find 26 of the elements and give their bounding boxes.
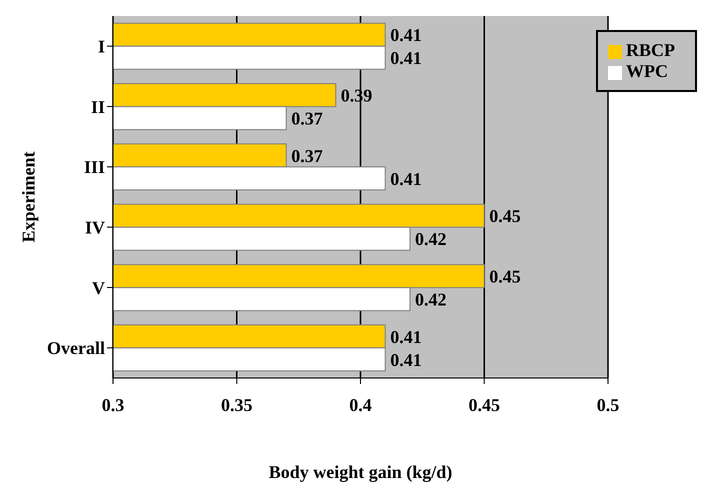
- x-tick-label: 0.45: [468, 394, 500, 415]
- data-label: 0.45: [489, 266, 521, 286]
- data-label: 0.41: [390, 25, 422, 46]
- legend-label: RBCP: [626, 40, 675, 60]
- y-tick-label: III: [84, 157, 105, 178]
- data-label: 0.41: [390, 48, 422, 68]
- y-tick-label: I: [98, 36, 105, 57]
- data-label: 0.42: [415, 229, 446, 250]
- data-label: 0.41: [390, 168, 422, 189]
- legend-label: WPC: [626, 61, 668, 81]
- data-label: 0.37: [291, 146, 323, 166]
- data-label: 0.41: [390, 326, 422, 347]
- data-label: 0.45: [489, 206, 521, 226]
- y-tick-label: Overall: [47, 338, 105, 358]
- y-axis-title: Experiment: [18, 152, 38, 242]
- x-axis-title: Body weight gain (kg/d): [268, 462, 452, 482]
- data-label: 0.42: [415, 289, 446, 310]
- y-tick-label: V: [92, 278, 105, 298]
- y-tick-label: II: [90, 96, 105, 117]
- x-tick-label: 0.5: [596, 394, 620, 415]
- x-tick-label: 0.3: [102, 394, 124, 415]
- x-tick-label: 0.35: [221, 394, 252, 415]
- data-label: 0.37: [291, 108, 323, 128]
- data-label: 0.41: [390, 350, 422, 370]
- y-tick-label: IV: [84, 218, 105, 238]
- x-tick-label: 0.4: [349, 394, 372, 415]
